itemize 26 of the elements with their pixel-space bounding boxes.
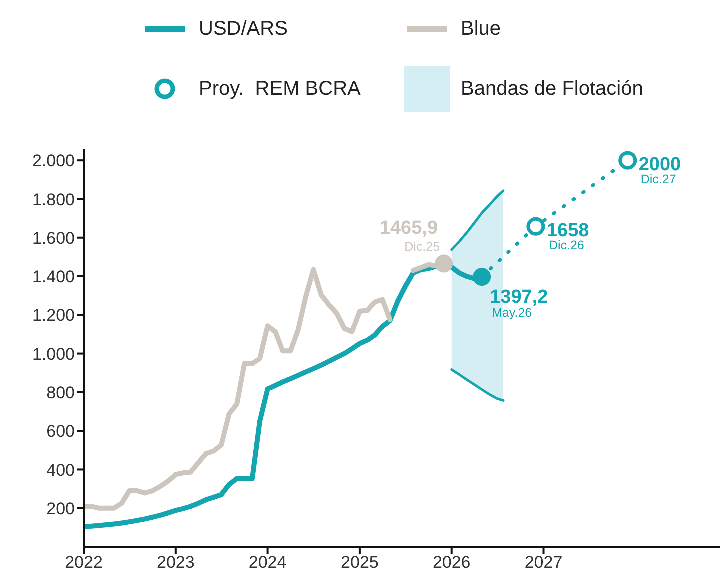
y-tick-label: 1.000 [32, 344, 75, 364]
x-tick-label: 2025 [341, 553, 379, 569]
line-series [450, 190, 505, 252]
annotation: May.26 [492, 306, 532, 320]
x-tick-label: 2024 [248, 553, 287, 569]
x-tick-label: 2026 [432, 553, 471, 569]
x-tick-label: 2022 [65, 553, 103, 569]
y-tick-label: 600 [46, 422, 75, 442]
legend-label: USD/ARS [199, 18, 288, 40]
legend-label: Bandas de Flotación [461, 78, 644, 100]
annotation: 1397,2 [490, 287, 548, 308]
y-tick-label: 1.200 [32, 306, 75, 326]
line-series [450, 368, 505, 402]
x-tick-label: 2023 [156, 553, 195, 569]
y-tick-label: 800 [46, 383, 75, 402]
legend-label: Proy. REM BCRA [199, 78, 361, 100]
y-tick-label: 2.000 [32, 152, 75, 171]
x-tick-label: 2027 [524, 553, 563, 569]
y-tick-label: 1.600 [32, 228, 75, 248]
annotation: Dic.25 [404, 240, 440, 254]
annotation: 1465,9 [380, 218, 438, 239]
y-tick-label: 200 [46, 499, 75, 518]
y-tick-label: 1.400 [32, 268, 75, 287]
y-tick-label: 1.800 [32, 190, 75, 210]
y-tick-label: 400 [46, 460, 75, 480]
legend-label: Blue [461, 18, 502, 40]
